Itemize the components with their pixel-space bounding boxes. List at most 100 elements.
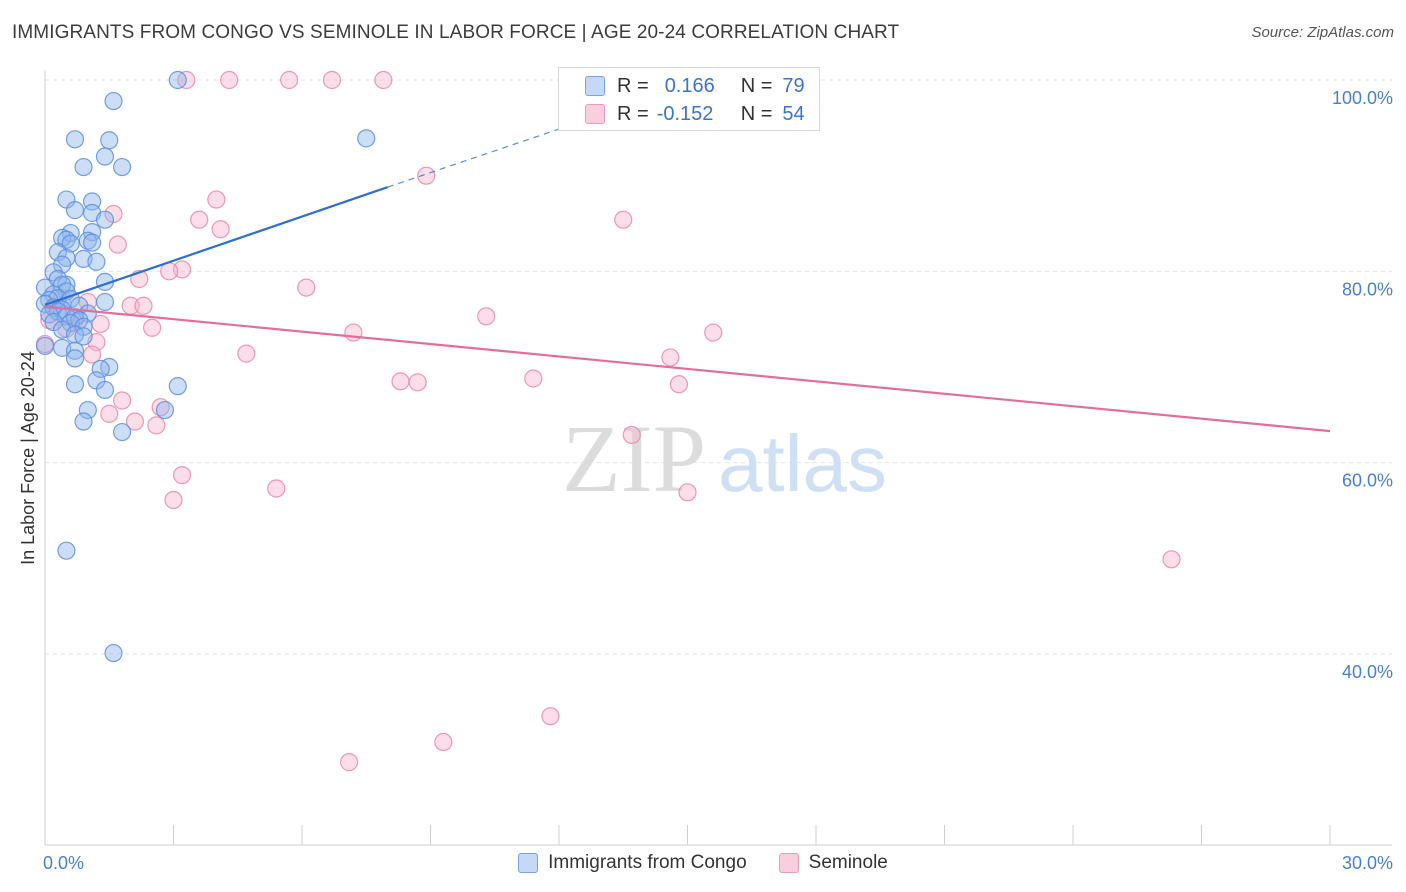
congo-point	[95, 147, 115, 166]
seminole-point	[160, 262, 179, 281]
congo-point	[83, 223, 102, 242]
seminole-point	[541, 707, 560, 726]
seminole-point	[220, 70, 239, 90]
seminole-point	[164, 490, 183, 510]
seminole-point	[100, 404, 119, 423]
watermark-atlas: atlas	[718, 419, 887, 508]
seminole-point	[237, 344, 256, 363]
congo-point	[65, 130, 85, 149]
r-label: R =	[617, 74, 649, 97]
n-value: 79	[782, 74, 805, 97]
congo-point	[87, 252, 106, 271]
seminole-point	[340, 753, 359, 772]
congo-point	[91, 359, 110, 379]
congo-point	[95, 380, 115, 400]
n-value: 54	[782, 102, 805, 125]
congo-point	[357, 129, 376, 148]
congo-point	[168, 70, 187, 90]
seminole-point	[112, 391, 132, 410]
seminole-point	[297, 278, 316, 297]
seminole-point	[147, 416, 166, 435]
seminole-point	[344, 323, 363, 342]
seminole-point	[417, 166, 436, 185]
congo-point	[100, 131, 119, 150]
seminole-point	[374, 70, 393, 90]
seminole-point	[408, 373, 427, 392]
n-label: N =	[740, 102, 773, 125]
congo-point	[168, 377, 187, 396]
seminole-point	[434, 732, 453, 752]
x-tick-label: 0.0%	[43, 853, 84, 873]
seminole-point	[267, 479, 286, 498]
seminole-point	[207, 190, 226, 209]
seminole-point	[391, 372, 410, 391]
seminole-point	[134, 296, 153, 315]
watermark: ZIP atlas	[562, 405, 887, 512]
series-legend: Immigrants from Congo Seminole	[0, 852, 1406, 874]
congo-point	[78, 400, 97, 420]
seminole-point	[108, 235, 127, 254]
r-label: R =	[617, 102, 649, 125]
tick-labels: 40.0% 60.0% 80.0% 100.0% 0.0% 30.0%	[43, 88, 1393, 873]
congo-point	[35, 336, 55, 356]
congo-point	[65, 349, 85, 368]
stats-legend: R = 0.166 N = 79 R = -0.152 N = 54	[558, 67, 820, 131]
chart-title: IMMIGRANTS FROM CONGO VS SEMINOLE IN LAB…	[12, 22, 900, 43]
congo-point	[95, 292, 115, 312]
seminole-point	[280, 70, 299, 90]
grid-lines	[45, 79, 1392, 655]
r-value: 0.166	[664, 74, 715, 97]
legend-item-seminole: Seminole	[778, 852, 888, 874]
y-axis-label: In Labor Force | Age 20-24	[18, 351, 38, 565]
congo-point	[83, 233, 102, 252]
stats-row-seminole: R = -0.152 N = 54	[559, 100, 805, 128]
y-tick-label: 100.0%	[1332, 88, 1393, 108]
seminole-point	[669, 375, 689, 394]
seminole-trend-line	[44, 305, 1331, 433]
stats-row-congo: R = 0.166 N = 79	[559, 72, 805, 100]
seminole-point	[190, 210, 209, 229]
congo-point	[65, 341, 85, 360]
seminole-point	[622, 425, 641, 445]
seminole-legend-label: Seminole	[808, 852, 888, 873]
congo-point	[112, 157, 132, 177]
congo-point	[57, 275, 76, 294]
source-label: Source: ZipAtlas.com	[1251, 24, 1394, 41]
legend-item-congo: Immigrants from Congo	[518, 852, 747, 874]
seminole-point	[172, 466, 192, 485]
watermark-zip: ZIP	[562, 405, 706, 512]
congo-point	[65, 375, 85, 394]
seminole-point	[678, 483, 697, 502]
congo-point	[74, 157, 93, 177]
seminole-point	[477, 307, 496, 326]
n-label: N =	[740, 74, 773, 97]
seminole-point	[704, 323, 723, 342]
y-tick-label: 40.0%	[1342, 662, 1393, 682]
r-value: -0.152	[656, 102, 714, 125]
congo-points	[35, 70, 376, 663]
x-tick-label: 30.0%	[1342, 853, 1393, 873]
seminole-point	[125, 412, 145, 431]
congo-point	[61, 234, 80, 253]
congo-legend-label: Immigrants from Congo	[548, 852, 747, 873]
congo-legend-swatch	[518, 853, 539, 873]
seminole-point	[661, 348, 680, 367]
seminole-point	[1162, 550, 1181, 569]
congo-point	[95, 210, 115, 229]
congo-point	[104, 91, 123, 111]
congo-point	[65, 201, 85, 220]
seminole-point	[524, 369, 543, 388]
congo-point	[74, 412, 93, 431]
seminole-swatch	[585, 104, 605, 124]
seminole-point	[322, 70, 342, 90]
congo-point	[74, 327, 93, 346]
seminole-point	[83, 345, 102, 364]
congo-point	[57, 541, 76, 560]
seminole-point	[614, 210, 633, 229]
seminole-point	[211, 220, 230, 239]
congo-swatch	[585, 76, 605, 96]
congo-point	[112, 422, 132, 442]
congo-trend-line	[44, 186, 389, 306]
y-tick-label: 60.0%	[1342, 471, 1393, 491]
